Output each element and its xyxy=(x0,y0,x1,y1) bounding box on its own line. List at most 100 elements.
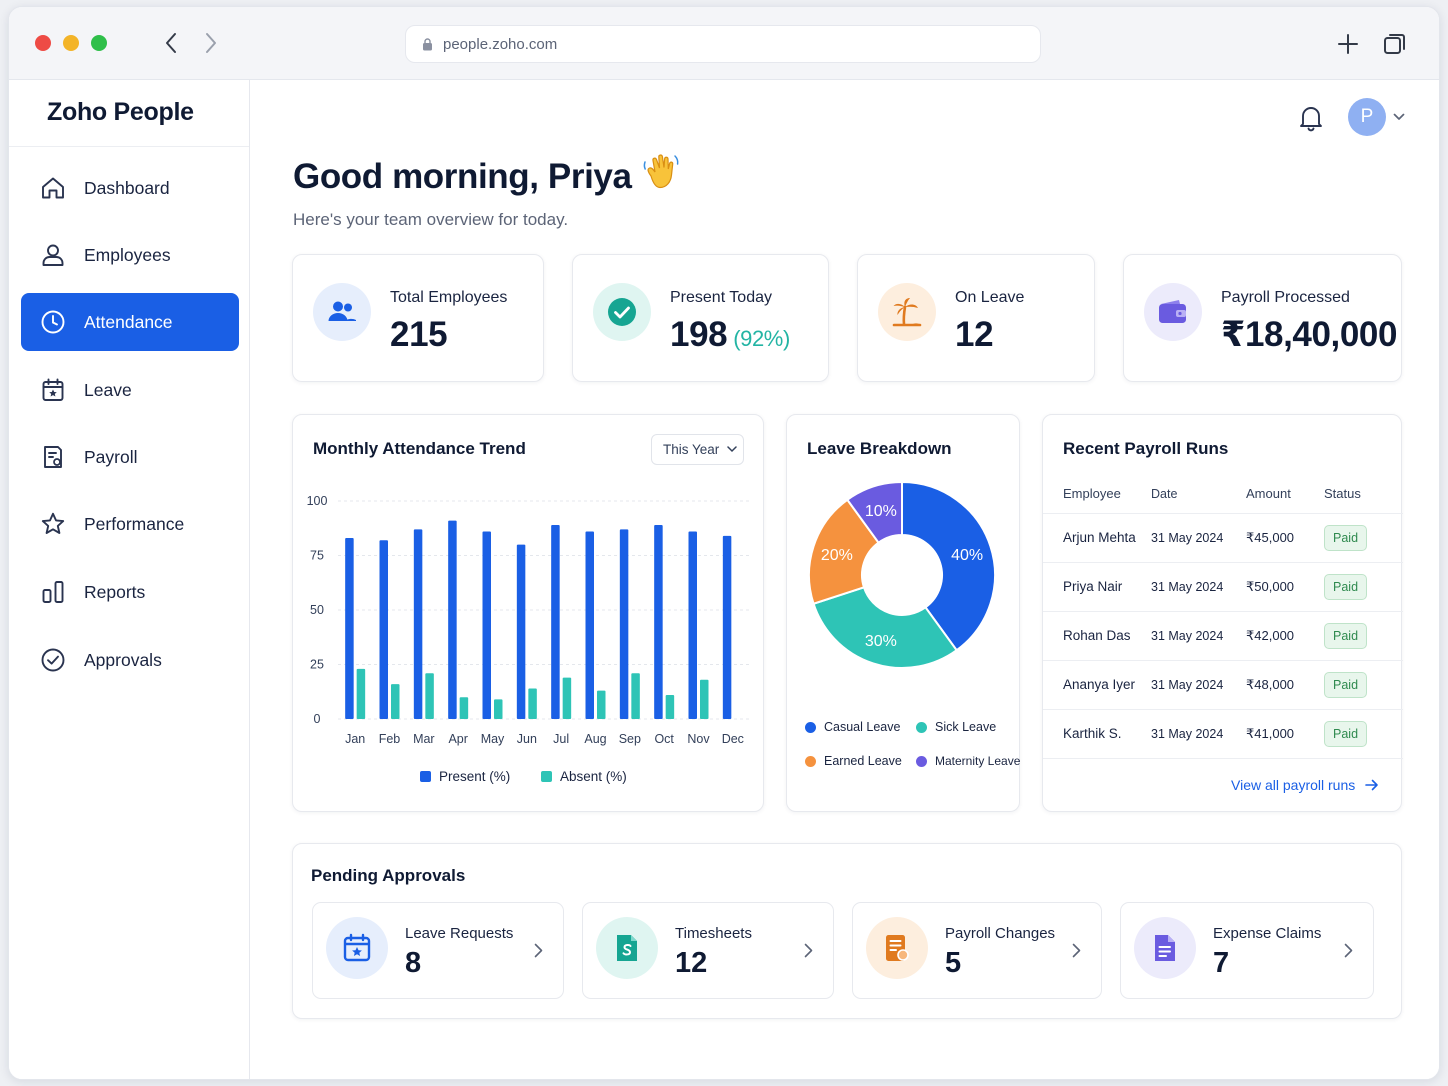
slice-casual-leave[interactable] xyxy=(901,480,996,652)
table-row[interactable]: Priya Nair 31 May 2024 ₹50,000 Paid xyxy=(1043,561,1403,611)
x-tick-label: Jul xyxy=(553,732,569,746)
star-icon xyxy=(39,510,67,538)
bar-present-oct[interactable] xyxy=(654,524,663,719)
notifications-button[interactable] xyxy=(1295,102,1327,134)
bar-present-nov[interactable] xyxy=(688,531,698,719)
legend-item-sick-leave: Sick Leave xyxy=(916,720,996,734)
sidebar-item-employees[interactable]: Employees xyxy=(21,226,239,284)
cell-date: 31 May 2024 xyxy=(1151,512,1246,562)
sidebar-item-attendance[interactable]: Attendance xyxy=(21,293,239,351)
bar-present-aug[interactable] xyxy=(585,531,595,719)
bar-absent-mar[interactable] xyxy=(425,673,434,719)
slice-sick-leave[interactable] xyxy=(812,586,959,669)
bar-present-jul[interactable] xyxy=(551,524,560,719)
sidebar-item-payroll[interactable]: Payroll xyxy=(21,428,239,486)
home-icon xyxy=(39,174,67,202)
column-header-date[interactable]: Date xyxy=(1151,486,1178,501)
maximize-window-button[interactable] xyxy=(91,35,107,51)
app-logo[interactable]: Zoho People xyxy=(47,98,194,126)
column-header-status[interactable]: Status xyxy=(1324,486,1361,502)
bar-present-jun[interactable] xyxy=(516,544,526,719)
bar-absent-jul[interactable] xyxy=(562,677,572,719)
chevron-down-icon[interactable] xyxy=(1390,108,1408,126)
bar-absent-nov[interactable] xyxy=(700,679,709,719)
close-window-button[interactable] xyxy=(35,35,51,51)
users-icon xyxy=(313,283,371,341)
cell-status: Paid xyxy=(1324,561,1403,611)
bar-present-mar[interactable] xyxy=(413,529,423,719)
bar-absent-jun[interactable] xyxy=(528,688,537,719)
new-tab-button[interactable] xyxy=(1333,29,1363,59)
legend-swatch xyxy=(916,721,927,733)
cell-date: 31 May 2024 xyxy=(1151,561,1246,611)
bar-present-sep[interactable] xyxy=(619,529,629,719)
chevron-left-icon xyxy=(166,33,176,53)
slice-maternity-leave[interactable] xyxy=(845,480,903,545)
table-row[interactable]: Ananya Iyer 31 May 2024 ₹48,000 Paid xyxy=(1043,659,1403,709)
x-tick-label: Mar xyxy=(413,732,435,746)
table-row[interactable]: Arjun Mehta 31 May 2024 ₹45,000 Paid xyxy=(1043,512,1403,562)
cell-date: 31 May 2024 xyxy=(1151,708,1246,759)
bar-present-apr[interactable] xyxy=(448,520,457,719)
bar-absent-oct[interactable] xyxy=(665,695,675,719)
legend-item-present: Present (%) xyxy=(420,769,510,784)
bar-present-jan[interactable] xyxy=(345,538,354,719)
palm-tree-icon xyxy=(878,283,936,341)
forward-button[interactable] xyxy=(197,29,225,57)
bar-absent-jan[interactable] xyxy=(356,668,366,719)
status-badge: Paid xyxy=(1324,671,1368,698)
page-title: Good morning, Priya xyxy=(293,152,680,201)
bar-absent-aug[interactable] xyxy=(597,690,606,719)
bar-present-feb[interactable] xyxy=(379,540,389,719)
bar-absent-feb[interactable] xyxy=(391,684,400,719)
bar-absent-may[interactable] xyxy=(494,699,503,719)
avatar[interactable]: P xyxy=(1348,98,1386,136)
bar-present-dec[interactable] xyxy=(722,535,732,719)
bar-absent-apr[interactable] xyxy=(459,697,469,719)
slice-label: 10% xyxy=(865,503,897,520)
stat-value: 12 xyxy=(955,315,994,354)
address-bar[interactable]: people.zoho.com xyxy=(405,25,1041,63)
stat-value: 215 xyxy=(390,315,448,354)
table-row[interactable]: Karthik S. 31 May 2024 ₹41,000 Paid xyxy=(1043,708,1403,759)
stat-card-present-today[interactable]: Present Today 198 (92%) xyxy=(572,254,829,382)
legend-label: Absent (%) xyxy=(560,769,627,784)
sidebar-item-leave[interactable]: Leave xyxy=(21,361,239,419)
stat-card-on-leave[interactable]: On Leave 12 xyxy=(857,254,1095,382)
card-title: Recent Payroll Runs xyxy=(1063,439,1229,458)
browser-window: people.zoho.com Zoho People Dashboard Em… xyxy=(8,6,1440,1080)
period-dropdown[interactable]: This Year xyxy=(651,434,744,465)
bar-absent-sep[interactable] xyxy=(631,673,640,719)
view-all-payroll-link[interactable]: View all payroll runs xyxy=(1231,777,1379,793)
sidebar-item-dashboard[interactable]: Dashboard xyxy=(21,159,239,217)
stat-card-total-employees[interactable]: Total Employees 215 xyxy=(292,254,544,382)
slice-label: 30% xyxy=(865,633,897,650)
x-tick-label: Sep xyxy=(619,732,641,746)
approval-payroll-changes[interactable]: Payroll Changes 5 xyxy=(852,902,1102,999)
sidebar-item-label: Attendance xyxy=(84,311,173,332)
minimize-window-button[interactable] xyxy=(63,35,79,51)
slice-earned-leave[interactable] xyxy=(808,498,880,605)
y-tick-label: 75 xyxy=(310,549,324,563)
approval-leave-requests[interactable]: Leave Requests 8 xyxy=(312,902,564,999)
sidebar-item-reports[interactable]: Reports xyxy=(21,563,239,621)
sidebar-item-label: Performance xyxy=(84,513,185,534)
back-button[interactable] xyxy=(157,29,185,57)
receipt-icon xyxy=(39,443,67,471)
approval-expense-claims[interactable]: Expense Claims 7 xyxy=(1120,902,1374,999)
table-row[interactable]: Rohan Das 31 May 2024 ₹42,000 Paid xyxy=(1043,610,1403,660)
column-header-amount[interactable]: Amount xyxy=(1246,486,1291,502)
sidebar-item-label: Leave xyxy=(84,379,132,400)
bell-icon xyxy=(1300,107,1322,132)
cell-amount: ₹42,000 xyxy=(1246,610,1324,660)
column-header-employee[interactable]: Employee xyxy=(1063,486,1121,502)
clock-icon xyxy=(39,308,67,336)
bar-present-may[interactable] xyxy=(482,531,492,719)
legend-swatch xyxy=(916,755,927,767)
approval-timesheets[interactable]: Timesheets 12 xyxy=(582,902,834,999)
tabs-overview-button[interactable] xyxy=(1380,29,1410,59)
sidebar-item-approvals[interactable]: Approvals xyxy=(21,631,239,689)
stat-card-payroll-processed[interactable]: Payroll Processed ₹18,40,000 xyxy=(1123,254,1402,382)
stat-label: Payroll Processed xyxy=(1221,289,1350,306)
sidebar-item-performance[interactable]: Performance xyxy=(21,495,239,553)
